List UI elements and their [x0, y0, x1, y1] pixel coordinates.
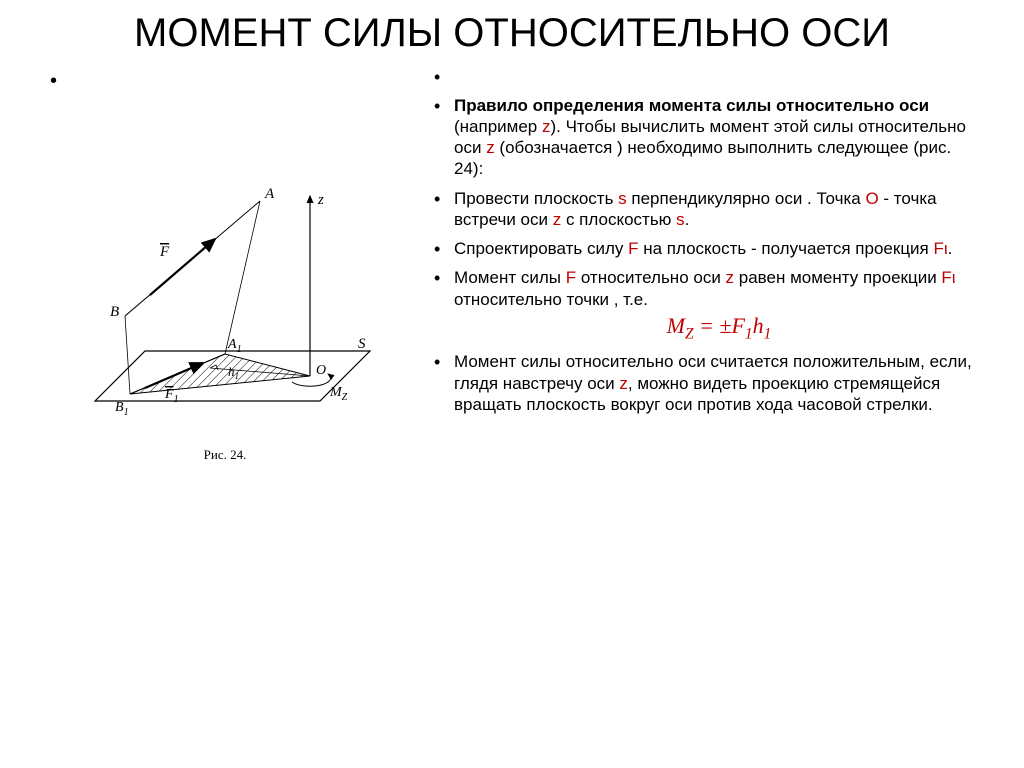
- t: Провести плоскость: [454, 189, 618, 208]
- t: на плоскость - получается проекция: [638, 239, 933, 258]
- f-Fsub: 1: [745, 325, 753, 342]
- left-column: •: [40, 66, 410, 463]
- label-A1: A1: [227, 337, 242, 355]
- bullet-1-bold: Правило определения момента силы относит…: [454, 96, 929, 115]
- hl-F1: Fι: [933, 239, 947, 258]
- label-Mz: MZ: [329, 385, 348, 403]
- label-B1: B1: [115, 400, 129, 418]
- label-O: O: [316, 363, 326, 378]
- figure-block: A z F B S A1 h1 F1 B1 O: [40, 176, 410, 463]
- lone-bullet-left: •: [50, 70, 57, 93]
- t: с плоскостью: [561, 210, 676, 229]
- t: Спроектировать силу: [454, 239, 628, 258]
- hl-z: z: [486, 138, 495, 157]
- figure-caption: Рис. 24.: [40, 447, 410, 463]
- hl-z: z: [726, 268, 735, 287]
- content-row: •: [40, 66, 984, 463]
- bullet-3: Спроектировать силу F на плоскость - пол…: [430, 238, 984, 259]
- t: перпендикулярно оси . Точка: [627, 189, 866, 208]
- t: .: [948, 239, 953, 258]
- hl-F: F: [628, 239, 638, 258]
- label-F: F: [159, 244, 170, 260]
- f-lhs-sub: Z: [685, 325, 694, 342]
- bullet-4: Момент силы F относительно оси z равен м…: [430, 267, 984, 343]
- f-h: h: [753, 313, 764, 338]
- right-column: • Правило определения момента силы относ…: [430, 66, 984, 463]
- t: Момент силы: [454, 268, 566, 287]
- t: (например: [454, 117, 542, 136]
- bullet-5: Момент силы относительно оси считается п…: [430, 351, 984, 415]
- t: относительно точки , т.е.: [454, 290, 648, 309]
- hl-s: s: [676, 210, 685, 229]
- page-title: МОМЕНТ СИЛЫ ОТНОСИТЕЛЬНО ОСИ: [40, 10, 984, 56]
- hl-F: F: [566, 268, 576, 287]
- bullet-2: Провести плоскость s перпендикулярно оси…: [430, 188, 984, 231]
- label-B: B: [110, 304, 119, 320]
- label-A: A: [264, 186, 275, 202]
- t: относительно оси: [576, 268, 725, 287]
- t: равен моменту проекции: [734, 268, 941, 287]
- lone-bullet-right: •: [430, 66, 984, 89]
- t: (обозначается ) необходимо выполнить сле…: [454, 138, 951, 178]
- t: .: [685, 210, 690, 229]
- moment-diagram: A z F B S A1 h1 F1 B1 O: [60, 176, 390, 436]
- formula: MZ = ±F1h1: [454, 312, 984, 344]
- f-eq: = ±: [694, 313, 732, 338]
- hl-z: z: [553, 210, 562, 229]
- hl-z: z: [619, 374, 628, 393]
- hl-s: s: [618, 189, 627, 208]
- bullet-list: Правило определения момента силы относит…: [430, 95, 984, 416]
- label-S: S: [358, 336, 366, 352]
- hl-O: O: [865, 189, 878, 208]
- f-lhs: M: [667, 313, 685, 338]
- label-z: z: [317, 192, 324, 208]
- hl-F1: Fι: [941, 268, 955, 287]
- bullet-1: Правило определения момента силы относит…: [430, 95, 984, 180]
- f-F: F: [731, 313, 744, 338]
- f-hsub: 1: [764, 325, 772, 342]
